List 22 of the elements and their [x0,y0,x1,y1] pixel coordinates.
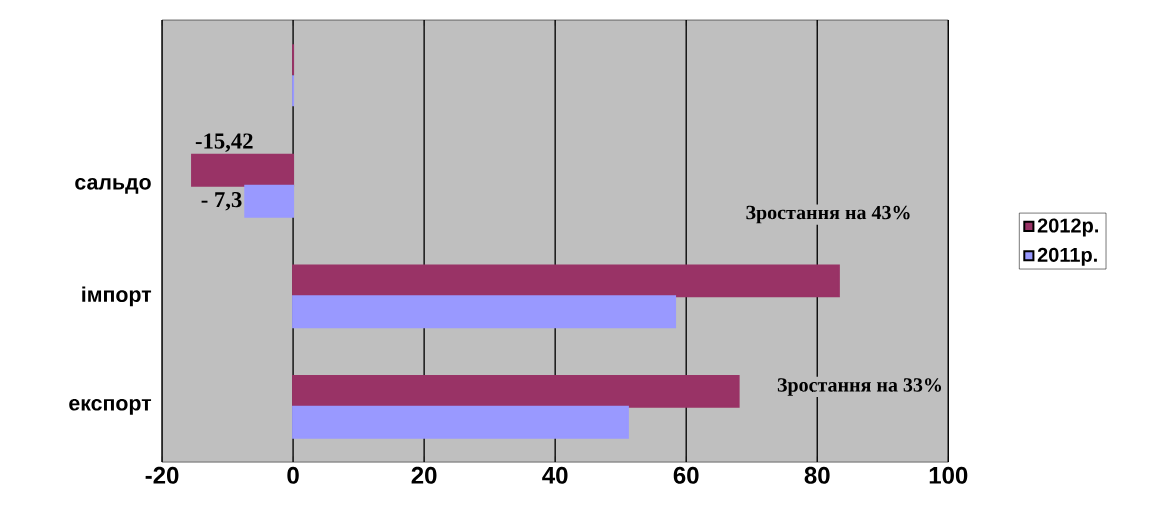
legend-label: 2011р. [1037,247,1097,266]
x-tick-label: 60 [673,466,699,484]
y-tick-label: сальдо [75,177,151,194]
bar [244,184,295,218]
bar [292,405,629,439]
x-tick-label: 80 [804,466,830,484]
bar [292,264,840,298]
x-tick-label: 20 [411,466,437,484]
bar [292,374,740,408]
data-label: - 7,3 [201,191,242,211]
x-tick-label: 0 [287,466,299,484]
x-tick-label: -20 [145,466,179,484]
legend-label: 2012р. [1037,218,1098,237]
y-tick-label: експорт [69,398,152,415]
data-label: -15,42 [195,133,253,152]
x-tick-label: 100 [929,466,968,484]
annotation: Зростання на 33% [777,378,942,396]
bar [191,153,295,187]
annotation: Зростання на 43% [746,205,910,224]
x-tick-label: 40 [542,466,568,484]
bar [292,295,677,329]
y-tick-label: імпорт [82,286,152,307]
